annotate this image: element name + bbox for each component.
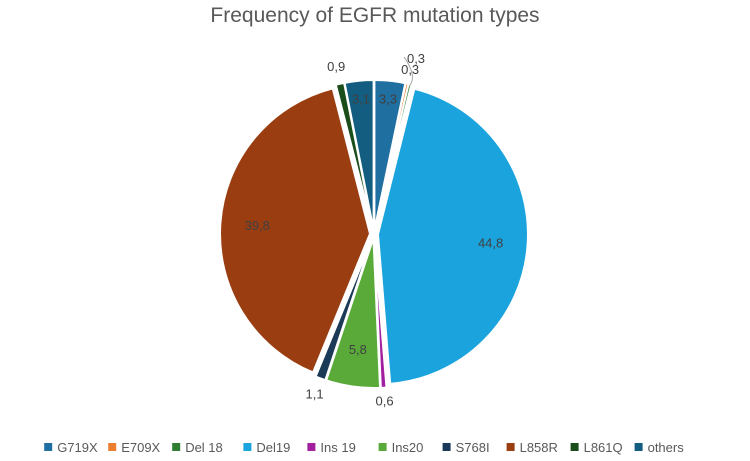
legend-swatch-del19 [243,443,252,451]
legend-swatch-s768i [442,443,451,451]
legend-swatch-del-18 [172,443,181,451]
data-label-del-18: 0,3 [407,51,425,66]
pie-slice-others [343,79,375,231]
pie-slice-del-18 [373,82,413,231]
legend-label-e709x: E709X [121,440,160,455]
legend-label-del-18: Del 18 [185,440,223,455]
data-label-s768i: 1,1 [306,386,324,401]
data-labels: 3,3 0,30,3 44,8 0,6 5,8 1,1 39,8 0,9 3,1 [245,51,504,409]
data-label-others: 3,1 [352,92,370,107]
legend-label-l861q: L861Q [584,440,623,455]
legend-swatch-ins20 [378,443,387,451]
data-label-l858r: 39,8 [245,218,270,233]
legend-label-g719x: G719X [57,440,98,455]
legend-label-l858r: L858R [520,440,558,455]
legend-swatch-ins-19 [307,443,316,451]
data-label-ins-19: 0,6 [376,394,394,409]
legend-label-s768i: S768I [456,440,490,455]
legend: G719X E709X Del 18 Del19 Ins 19 Ins20 S768I L85… [44,440,684,455]
data-label-g719x: 3,3 [379,92,397,107]
legend-label-ins20: Ins20 [392,440,424,455]
data-label-e709x: 0,3 [401,62,419,77]
pie-slice-l858r [219,87,372,374]
data-label-l861q: 0,9 [327,59,345,74]
pie-slices [219,79,529,389]
legend-swatch-e709x [108,443,117,451]
data-label-del19: 44,8 [478,236,503,251]
pie-slice-s768i [314,237,374,382]
legend-swatch-l858r [506,443,515,451]
leader-line-del-18 [403,56,413,87]
legend-label-others: others [648,440,685,455]
pie-slice-del19 [376,87,529,385]
legend-swatch-others [634,443,643,451]
chart-title: Frequency of EGFR mutation types [210,4,539,27]
leader-lines [403,56,413,87]
legend-swatch-g719x [44,443,53,451]
legend-label-ins-19: Ins 19 [320,440,355,455]
data-label-ins20: 5,8 [349,342,367,357]
legend-swatch-l861q [570,443,579,451]
legend-label-del19: Del19 [256,440,290,455]
